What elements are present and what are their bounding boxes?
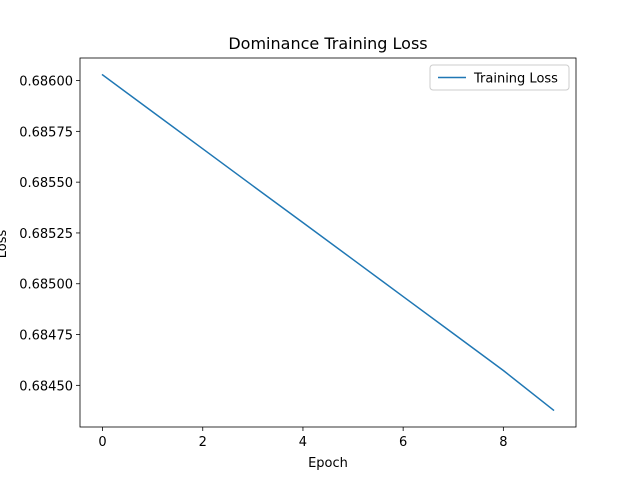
x-tick-label: 0 — [98, 435, 106, 450]
y-tick-label: 0.68450 — [19, 379, 73, 394]
legend-label: Training Loss — [473, 72, 558, 87]
chart-title: Dominance Training Loss — [228, 34, 427, 53]
y-tick-label: 0.68475 — [19, 329, 73, 344]
y-tick-label: 0.68575 — [19, 125, 73, 140]
x-tick-label: 6 — [399, 435, 407, 450]
plot-area: 0 2 4 6 8 0.68450 0.68475 0.68500 0.68525 0.68550… — [19, 57, 577, 450]
y-tick-label: 0.68525 — [19, 227, 73, 242]
legend-box — [429, 64, 570, 91]
y-tick-label: 0.68500 — [19, 278, 73, 293]
axes-frame — [79, 57, 577, 428]
x-tick-label: 2 — [199, 435, 207, 450]
x-axis-label: Epoch — [308, 456, 348, 471]
y-tick-label: 0.68550 — [19, 176, 73, 191]
y-axis-label: Loss — [0, 230, 10, 259]
y-tick-label: 0.68600 — [19, 75, 73, 90]
x-tick-label: 4 — [299, 435, 307, 450]
x-tick-label: 8 — [499, 435, 507, 450]
series-line-0 — [101, 73, 555, 412]
